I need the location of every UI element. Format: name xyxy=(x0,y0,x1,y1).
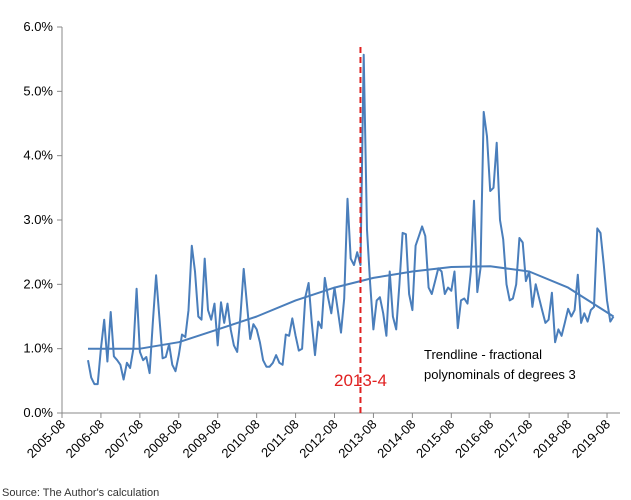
x-tick-label: 2013-08 xyxy=(335,417,379,461)
x-tick-label: 2016-08 xyxy=(452,417,496,461)
x-tick-label: 2019-08 xyxy=(569,417,613,461)
trend-note: polynominals of degrees 3 xyxy=(424,367,576,382)
x-tick-label: 2006-08 xyxy=(63,417,107,461)
y-tick-label: 4.0% xyxy=(23,148,53,163)
x-tick-label: 2005-08 xyxy=(24,417,68,461)
x-tick-label: 2014-08 xyxy=(374,417,418,461)
x-tick-label: 2009-08 xyxy=(179,417,223,461)
x-tick-label: 2018-08 xyxy=(530,417,574,461)
x-tick-label: 2011-08 xyxy=(258,417,302,461)
x-tick-label: 2012-08 xyxy=(296,417,340,461)
trend-note: Trendline - fractional xyxy=(424,347,542,362)
source-note: Source: The Author's calculation xyxy=(2,487,159,499)
y-tick-label: 0.0% xyxy=(23,405,53,420)
series-line xyxy=(88,265,615,350)
marker-label: 2013-4 xyxy=(334,371,387,390)
y-tick-label: 1.0% xyxy=(23,341,53,356)
y-tick-label: 3.0% xyxy=(23,212,53,227)
x-tick-label: 2008-08 xyxy=(141,417,185,461)
x-tick-label: 2010-08 xyxy=(218,417,262,461)
y-tick-label: 6.0% xyxy=(23,19,53,34)
x-tick-label: 2007-08 xyxy=(102,417,146,461)
y-tick-label: 5.0% xyxy=(23,83,53,98)
x-tick-label: 2017-08 xyxy=(491,417,535,461)
series-line xyxy=(87,53,615,386)
y-tick-label: 2.0% xyxy=(23,276,53,291)
x-tick-label: 2015-08 xyxy=(413,417,457,461)
